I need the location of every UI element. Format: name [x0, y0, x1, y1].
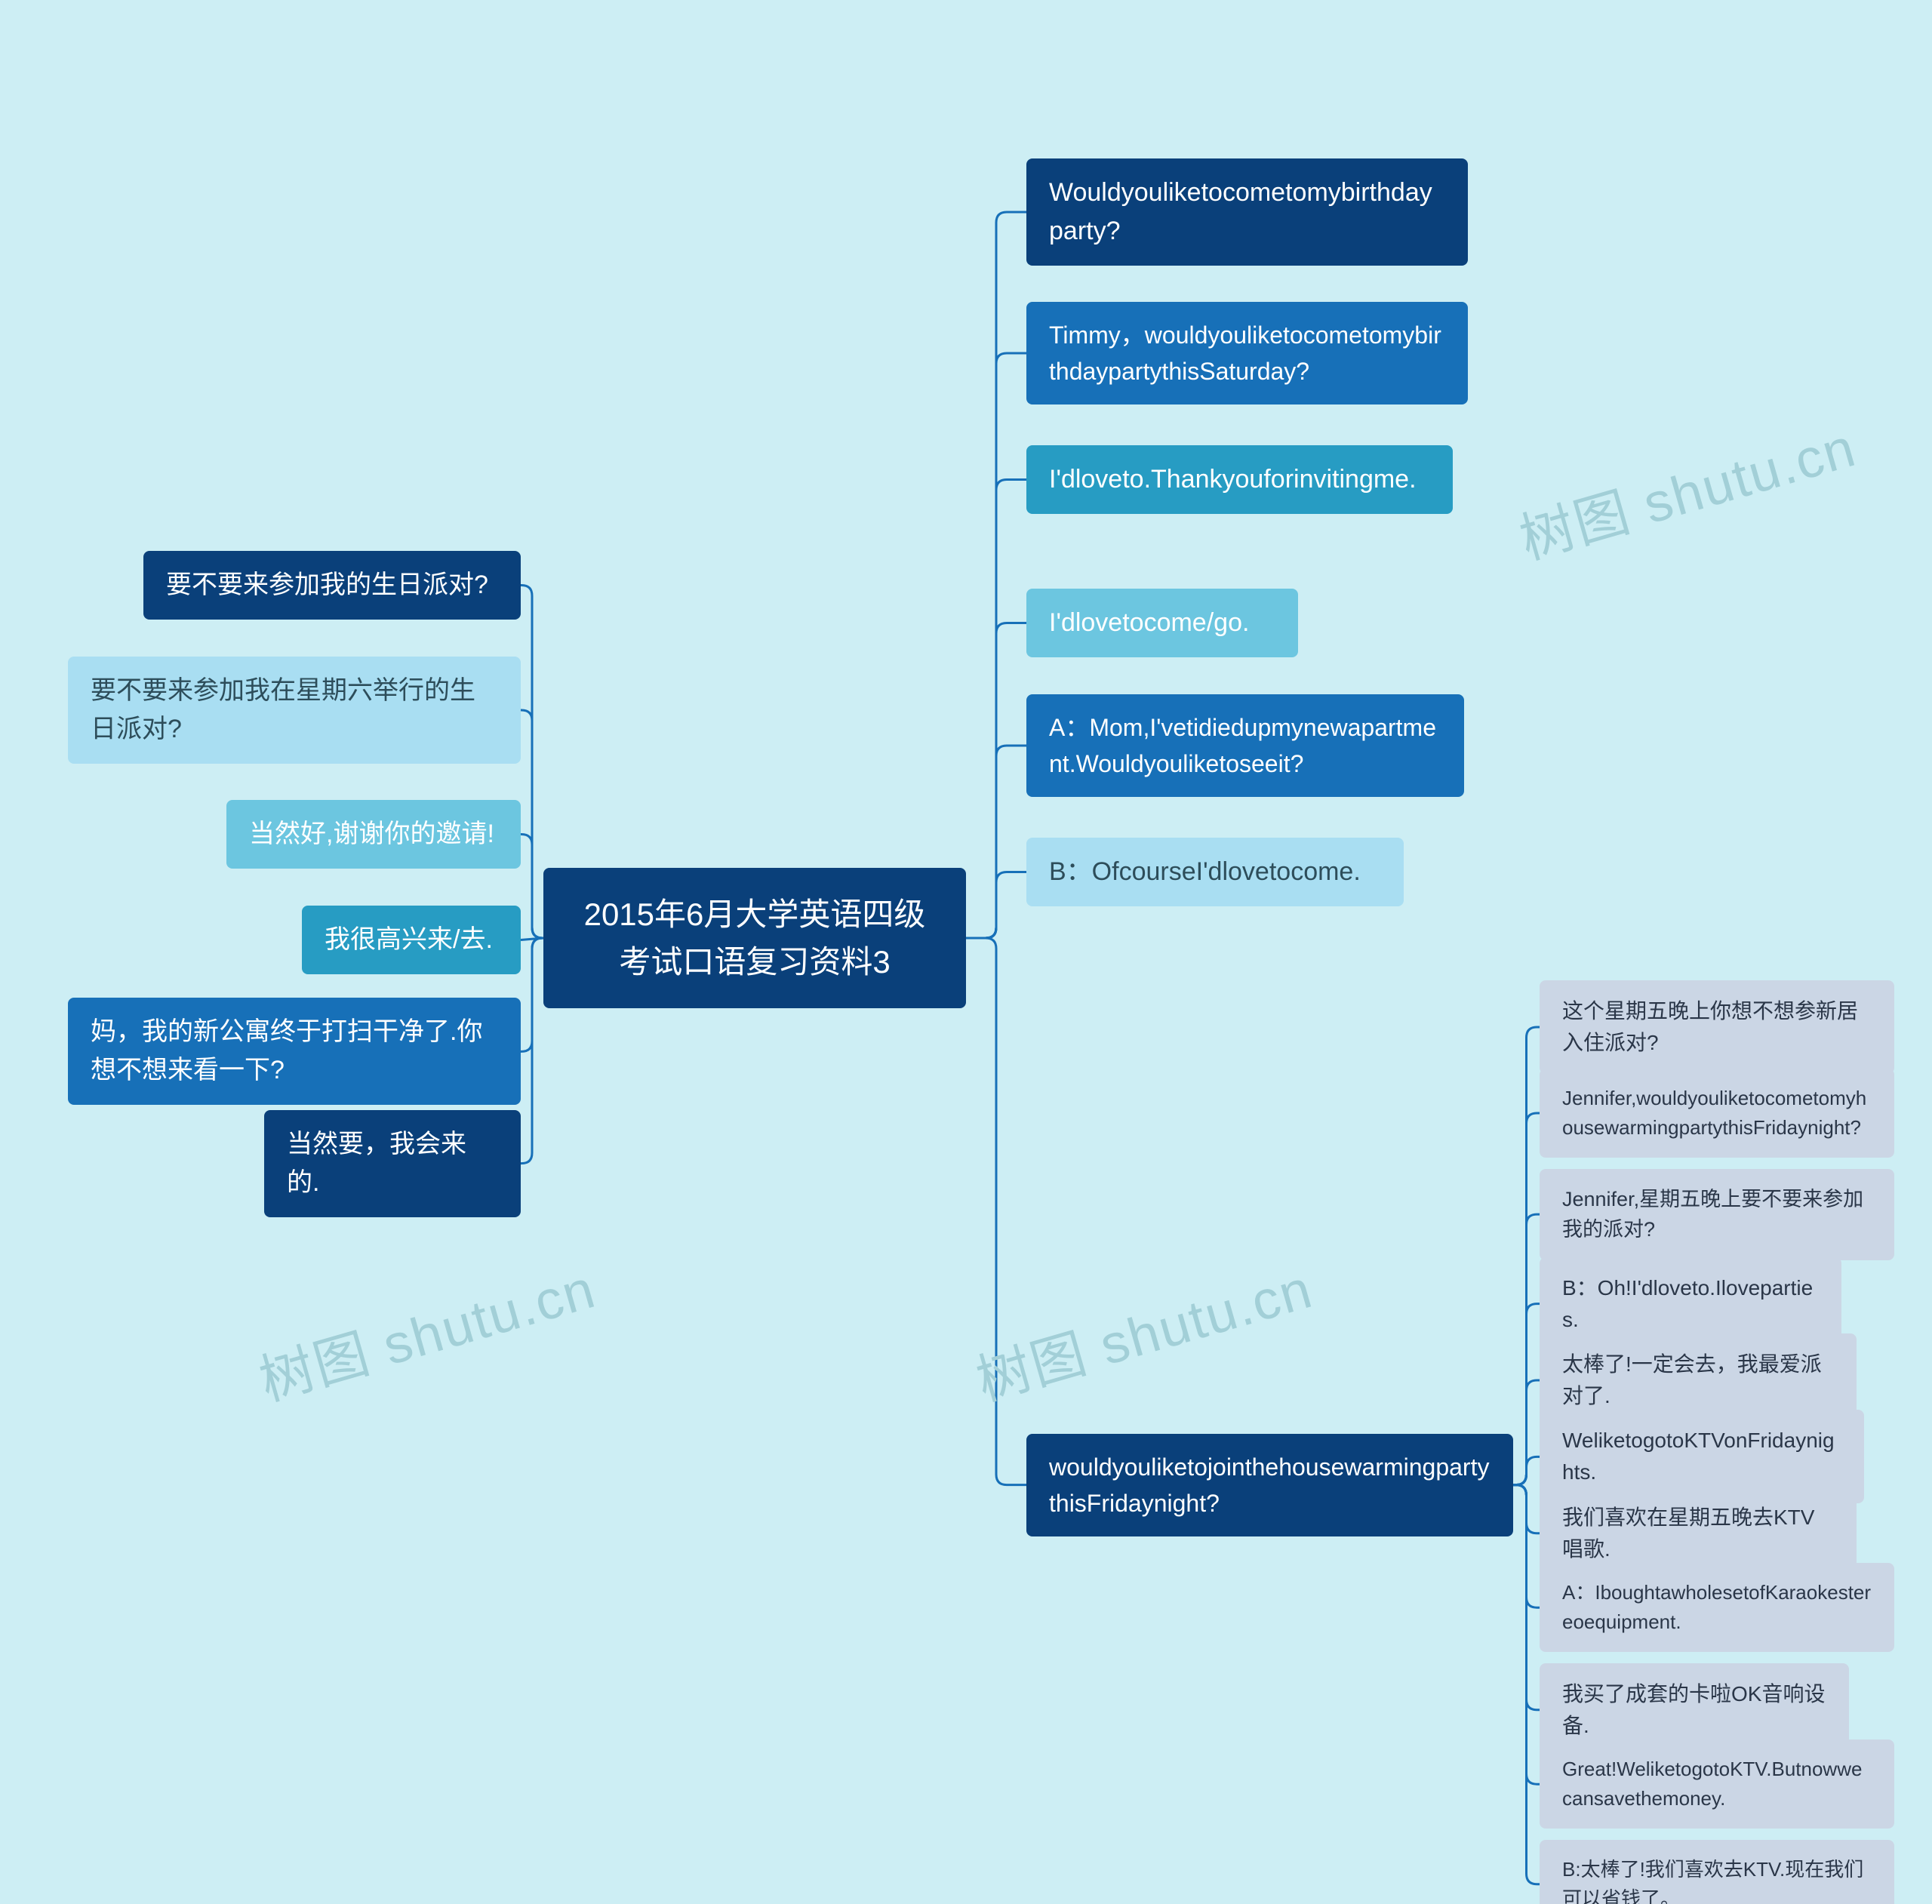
mindmap-node[interactable]: Timmy，wouldyouliketocometomybirthdaypart… [1026, 302, 1468, 404]
node-label: I'dlovetocome/go. [1049, 608, 1249, 637]
mindmap-node[interactable]: 妈，我的新公寓终于打扫干净了.你想不想来看一下? [68, 998, 521, 1105]
mindmap-node[interactable]: 要不要来参加我的生日派对? [143, 551, 521, 620]
node-label: B：Oh!I'dloveto.Iloveparties. [1562, 1276, 1813, 1331]
mindmap-stage: 树图 shutu.cn 树图 shutu.cn 树图 shutu.cn 2015年6月… [0, 0, 1932, 1904]
mindmap-node[interactable]: wouldyouliketojointhehousewarmingpartyth… [1026, 1434, 1513, 1536]
edge-path [966, 623, 1026, 939]
mindmap-node[interactable]: B：OfcourseI'dlovetocome. [1026, 838, 1404, 906]
node-label: 这个星期五晚上你想不想参新居入住派对? [1562, 999, 1858, 1054]
edge-path [1513, 1485, 1540, 1608]
edge-path [966, 480, 1026, 939]
node-label: WeliketogotoKTVonFridaynights. [1562, 1429, 1835, 1484]
mindmap-node[interactable]: 当然要，我会来的. [264, 1110, 521, 1217]
watermark: 树图 shutu.cn [966, 1244, 1320, 1416]
mindmap-node[interactable]: 要不要来参加我在星期六举行的生日派对? [68, 657, 521, 764]
watermark: 树图 shutu.cn [249, 1244, 603, 1416]
mindmap-node[interactable]: 这个星期五晚上你想不想参新居入住派对? [1540, 980, 1894, 1074]
mindmap-node[interactable]: Jennifer,wouldyouliketocometomyhousewarm… [1540, 1069, 1894, 1158]
watermark: 树图 shutu.cn [1509, 403, 1863, 574]
mindmap-node[interactable]: B:太棒了!我们喜欢去KTV.现在我们可以省钱了。 [1540, 1840, 1894, 1904]
node-label: 当然要，我会来的. [287, 1130, 466, 1197]
edge-path [521, 835, 543, 939]
node-label: Great!WeliketogotoKTV.Butnowwecansavethe… [1562, 1758, 1862, 1810]
edge-path [966, 746, 1026, 938]
mindmap-node[interactable]: Wouldyouliketocometomybirthdayparty? [1026, 158, 1468, 266]
node-label: 2015年6月大学英语四级 考试口语复习资料3 [584, 897, 926, 980]
edge-path [1513, 1485, 1540, 1884]
mindmap-node[interactable]: 2015年6月大学英语四级 考试口语复习资料3 [543, 868, 966, 1008]
mindmap-node[interactable]: I'dlovetocome/go. [1026, 589, 1298, 657]
node-label: 我们喜欢在星期五晚去KTV唱歌. [1562, 1506, 1814, 1561]
node-label: Jennifer,星期五晚上要不要来参加我的派对? [1562, 1188, 1863, 1241]
node-label: 太棒了!一定会去，我最爱派对了. [1562, 1352, 1822, 1407]
edge-path [1513, 1113, 1540, 1485]
node-label: wouldyouliketojointhehousewarmingpartyth… [1049, 1453, 1489, 1517]
edge-path [1513, 1027, 1540, 1485]
edge-path [966, 938, 1026, 1485]
node-label: A：Mom,I'vetidiedupmynewapartment.Wouldyo… [1049, 714, 1436, 777]
node-label: 我很高兴来/去. [325, 925, 493, 954]
node-label: A：IboughtawholesetofKaraokestereoequipme… [1562, 1581, 1871, 1633]
node-label: 要不要来参加我的生日派对? [166, 571, 488, 599]
edge-path [1513, 1485, 1540, 1785]
edge-path [1513, 1485, 1540, 1710]
node-label: I'dloveto.Thankyouforinvitingme. [1049, 465, 1417, 494]
edge-path [1513, 1485, 1540, 1533]
edge-path [966, 353, 1026, 938]
mindmap-node[interactable]: I'dloveto.Thankyouforinvitingme. [1026, 445, 1453, 514]
edge-path [521, 710, 543, 938]
node-label: Timmy，wouldyouliketocometomybirthdaypart… [1049, 321, 1441, 385]
node-label: B：OfcourseI'dlovetocome. [1049, 857, 1361, 886]
edge-path [966, 212, 1026, 938]
node-label: Jennifer,wouldyouliketocometomyhousewarm… [1562, 1087, 1866, 1139]
edge-path [1513, 1214, 1540, 1485]
mindmap-node[interactable]: Great!WeliketogotoKTV.Butnowwecansavethe… [1540, 1739, 1894, 1829]
node-label: 我买了成套的卡啦OK音响设备. [1562, 1682, 1825, 1737]
edge-path [966, 872, 1026, 939]
node-label: Wouldyouliketocometomybirthdayparty? [1049, 178, 1432, 245]
edge-path [521, 586, 543, 939]
node-label: 要不要来参加我在星期六举行的生日派对? [91, 676, 475, 743]
edge-path [1513, 1380, 1540, 1485]
edge-path [521, 938, 543, 1051]
mindmap-node[interactable]: A：IboughtawholesetofKaraokestereoequipme… [1540, 1563, 1894, 1652]
mindmap-node[interactable]: A：Mom,I'vetidiedupmynewapartment.Wouldyo… [1026, 694, 1464, 797]
mindmap-node[interactable]: 我很高兴来/去. [302, 906, 521, 974]
edge-path [521, 938, 543, 1164]
edge-path [521, 938, 543, 940]
mindmap-node[interactable]: Jennifer,星期五晚上要不要来参加我的派对? [1540, 1169, 1894, 1260]
node-label: 妈，我的新公寓终于打扫干净了.你想不想来看一下? [91, 1017, 482, 1084]
node-label: B:太棒了!我们喜欢去KTV.现在我们可以省钱了。 [1562, 1858, 1863, 1904]
edge-path [1513, 1304, 1540, 1485]
edge-path [1513, 1456, 1540, 1484]
mindmap-node[interactable]: 当然好,谢谢你的邀请! [226, 800, 521, 869]
node-label: 当然好,谢谢你的邀请! [249, 820, 494, 848]
